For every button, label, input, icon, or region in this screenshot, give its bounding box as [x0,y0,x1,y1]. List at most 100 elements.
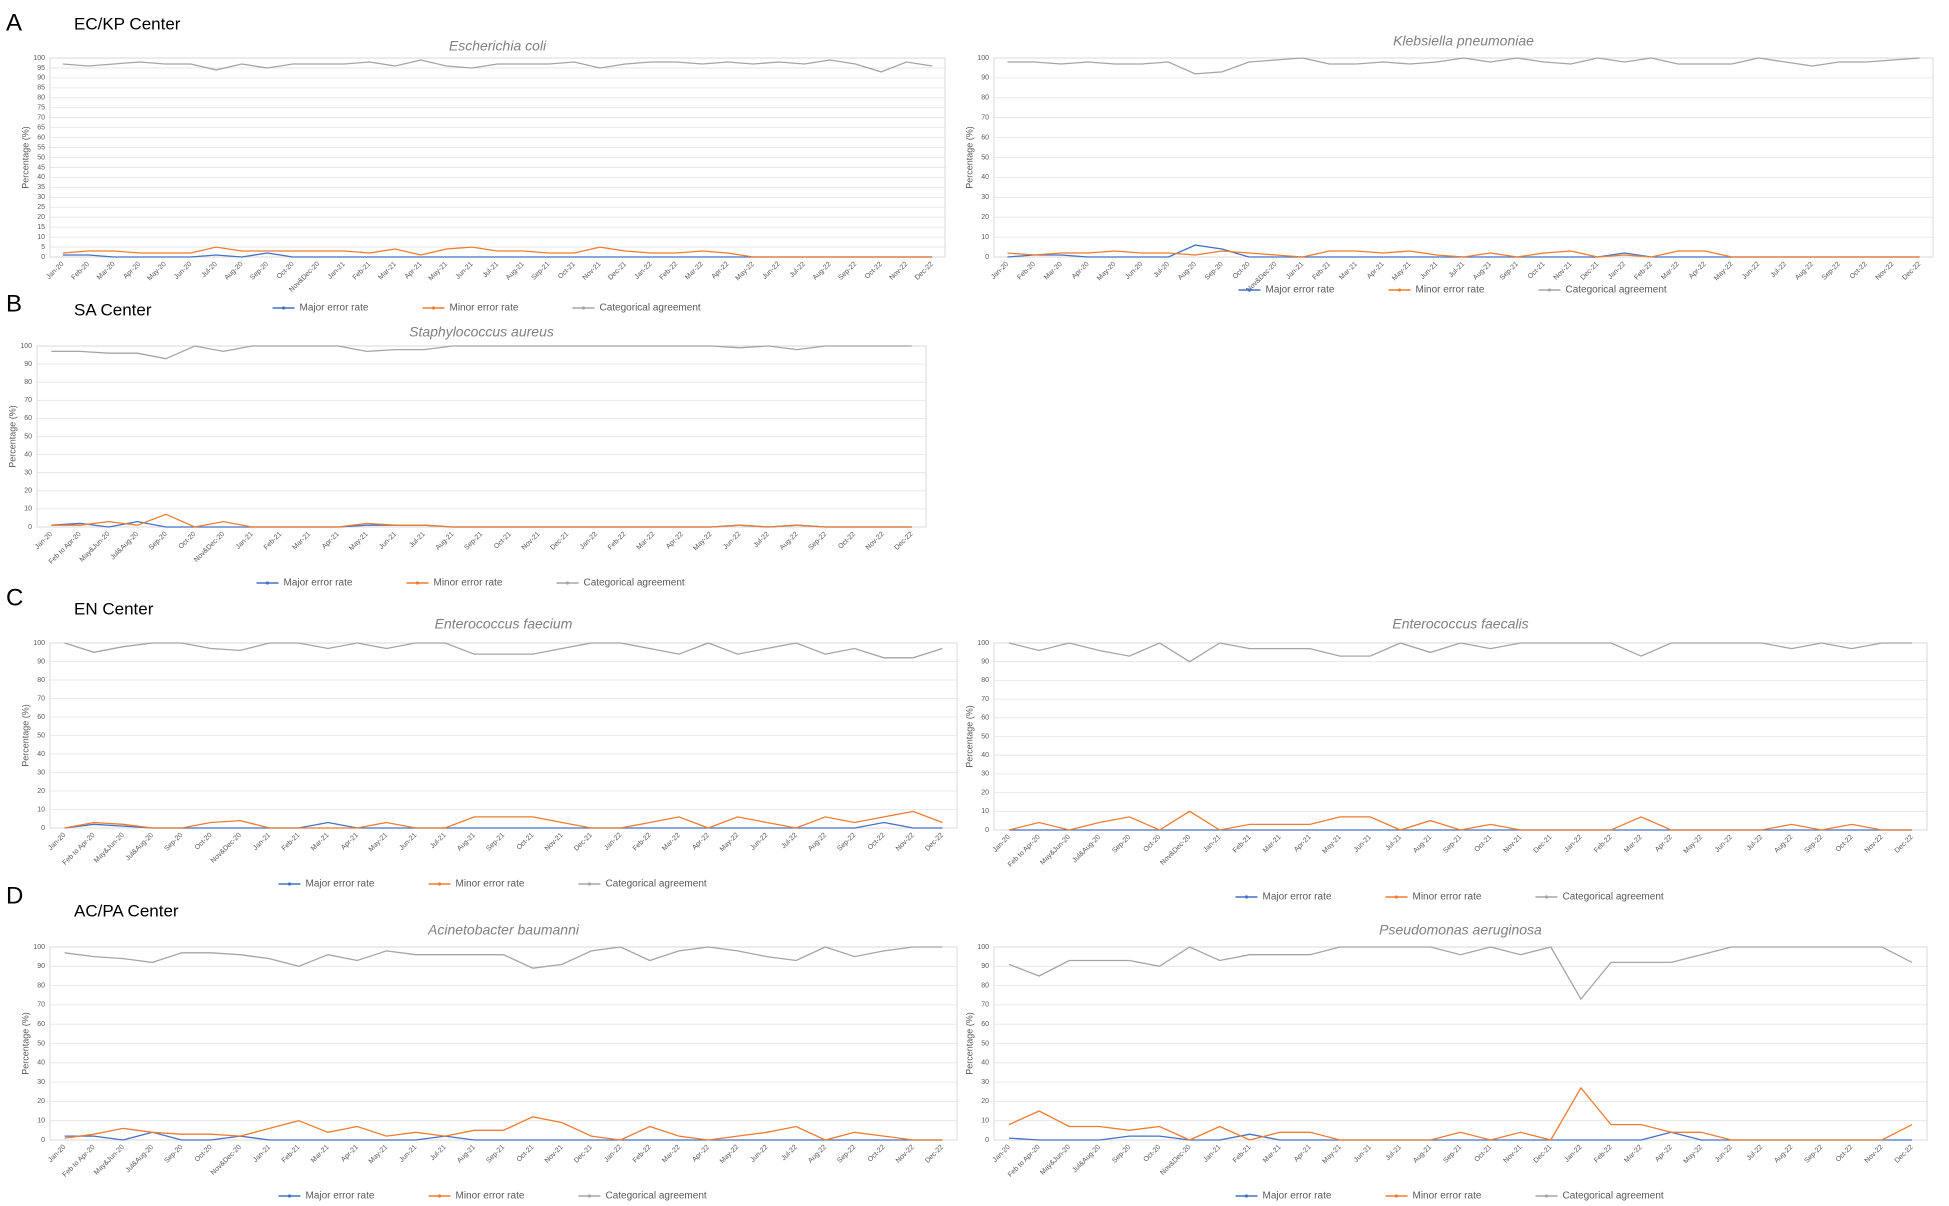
x-tick-label: Dec-21 [1533,834,1554,855]
x-tick-label: Jan-20 [47,1144,67,1164]
x-tick-label: Oct-21 [1527,261,1547,281]
x-tick-label: Feb-22 [607,531,628,552]
x-tick-label: Feb-22 [1593,834,1614,855]
x-tick-label: Feb-21 [263,531,284,552]
x-tick-label: Dec-21 [549,531,570,552]
y-tick-label: 30 [37,769,45,776]
panel-letter: A [6,9,22,36]
x-tick-label: Jul&Aug-20 [1072,1144,1103,1175]
x-tick-label: Apr-21 [340,1144,360,1164]
x-tick-label: Aug-21 [1412,834,1433,855]
x-tick-label: Nov-22 [865,531,886,552]
y-tick-label: 90 [37,75,45,82]
x-tick-label: Jan-20 [47,832,67,852]
y-tick-label: 40 [37,1060,45,1067]
x-tick-label: Jun-20 [173,261,193,281]
x-tick-label: Jul-22 [780,1144,799,1163]
legend-label: Categorical agreement [1563,1191,1664,1202]
x-tick-label: Sep-21 [1442,1144,1463,1165]
legend-label: Minor error rate [456,879,525,890]
chart-title: Acinetobacter baumanni [427,922,580,938]
x-tick-label: Nov&Dec-20 [1159,1144,1192,1177]
x-tick-label: Aug-22 [807,832,828,853]
x-tick-label: Oct-20 [178,531,198,551]
y-tick-label: 80 [37,982,45,989]
chart-title: Klebsiella pneumoniae [1393,33,1534,49]
y-tick-label: 30 [24,470,32,477]
y-tick-label: 50 [981,154,989,161]
chart-title: Staphylococcus aureus [409,324,554,340]
x-tick-label: Dec-22 [924,1144,945,1165]
legend-label: Categorical agreement [600,303,701,314]
x-tick-label: Jan-21 [1285,261,1305,281]
x-tick-label: Dec-21 [573,1144,594,1165]
x-tick-label: Feb-22 [632,832,653,853]
y-tick-label: 90 [24,361,32,368]
y-tick-label: 0 [41,254,45,261]
x-tick-label: Jul-22 [1746,834,1765,853]
x-tick-label: Jun-22 [749,832,769,852]
x-tick-label: Jan-22 [634,261,654,281]
chart-title: Pseudomonas aeruginosa [1379,922,1542,938]
x-tick-label: Nov-21 [1502,834,1523,855]
x-tick-label: May-22 [719,1144,741,1166]
x-tick-label: Mar-21 [1262,1144,1283,1165]
y-tick-label: 100 [977,640,989,647]
y-tick-label: 20 [37,788,45,795]
x-tick-label: Oct-21 [557,261,577,281]
x-tick-label: Apr-21 [340,832,360,852]
x-tick-label: May-22 [734,261,756,283]
x-tick-label: Aug-20 [1177,261,1198,282]
panel-title: AC/PA Center [74,901,179,920]
x-tick-label: Jun-21 [398,832,418,852]
y-tick-label: 10 [981,1118,989,1125]
series-line [64,1116,943,1141]
x-tick-label: Jul&Aug-20 [1072,834,1103,865]
y-tick-label: 65 [37,124,45,131]
y-tick-label: 30 [37,194,45,201]
x-tick-label: Nov-22 [1864,1144,1885,1165]
x-tick-label: Oct-20 [1142,834,1162,854]
y-axis-label: Percentage (%) [20,1012,30,1075]
series-line [51,345,912,360]
x-tick-label: Aug-22 [1773,1144,1794,1165]
x-tick-label: Mar-22 [636,531,657,552]
y-tick-label: 100 [20,343,32,350]
legend-marker [1397,288,1402,292]
legend-label: Minor error rate [1413,892,1482,903]
legend-label: Major error rate [1263,1191,1332,1202]
chart-title: Enterococcus faecalis [1392,616,1528,632]
x-tick-label: Jul-22 [789,261,808,280]
x-tick-label: Oct-20 [194,832,214,852]
x-tick-label: Feb-20 [1016,261,1037,282]
y-tick-label: 60 [981,1021,989,1028]
chart-title: Enterococcus faecium [435,616,573,632]
x-tick-label: Feb-21 [281,832,302,853]
y-tick-label: 30 [981,1079,989,1086]
x-tick-label: Oct-22 [864,261,884,281]
y-tick-label: 25 [37,204,45,211]
x-tick-label: Sep-20 [249,261,270,282]
x-tick-label: Apr-22 [691,1144,711,1164]
x-tick-label: May-22 [1683,834,1705,856]
series-line [64,810,943,829]
y-tick-label: 70 [24,397,32,404]
x-tick-label: Jun-21 [378,531,398,551]
x-tick-label: Sep-22 [1803,1144,1824,1165]
legend-label: Categorical agreement [606,879,707,890]
legend-marker [265,581,270,585]
x-tick-label: Nov-22 [895,832,916,853]
x-tick-label: May&Jun-20 [79,531,112,564]
x-tick-label: Mar-21 [292,531,313,552]
legend-label: Minor error rate [450,303,519,314]
x-tick-label: Oct-22 [1835,1144,1855,1164]
panel-title: EC/KP Center [74,14,181,33]
series-line [1008,810,1912,831]
x-tick-label: Feb-21 [1311,261,1332,282]
y-tick-label: 50 [37,732,45,739]
x-tick-label: Apr-21 [404,261,424,281]
x-tick-label: Nov-21 [1502,1144,1523,1165]
x-tick-label: Oct-21 [516,1144,536,1164]
y-tick-label: 80 [981,982,989,989]
y-tick-label: 5 [41,244,45,251]
